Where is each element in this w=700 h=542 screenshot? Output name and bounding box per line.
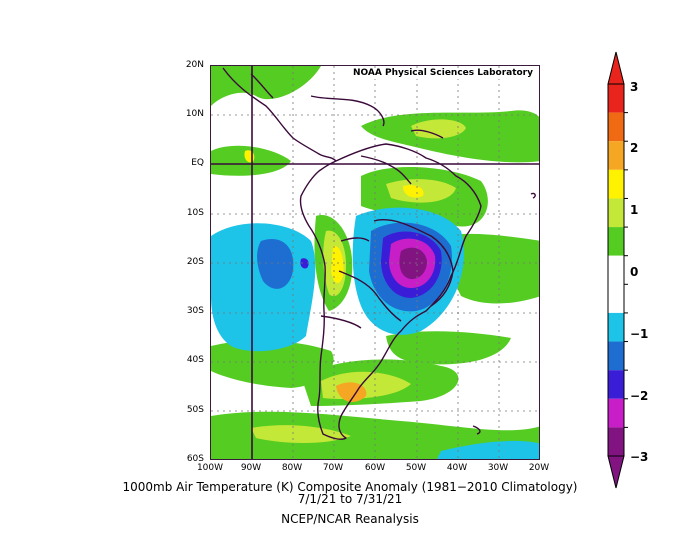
- colorbar: [607, 51, 628, 489]
- colorbar-top-arrow: [607, 51, 625, 85]
- lon-label-40w: 40W: [446, 463, 468, 473]
- colorbar-label-m1: −1: [630, 327, 649, 341]
- lat-label-40s: 40S: [186, 355, 204, 365]
- anomaly-map: [211, 66, 539, 459]
- caption-source: NCEP/NCAR Reanalysis: [281, 512, 419, 526]
- anomaly-region-green-atlantic: [441, 233, 539, 304]
- gridlines: [211, 66, 539, 459]
- lat-label-30s: 30S: [186, 306, 204, 316]
- colorbar-segment: [608, 427, 624, 456]
- anomaly-region-indigo-pacific: [300, 258, 309, 269]
- anomaly-region-yellow-andes: [331, 245, 344, 284]
- lon-label-20w: 20W: [528, 463, 550, 473]
- colorbar-label-1: 1: [630, 203, 639, 217]
- anomaly-region-purple-brazil: [399, 247, 427, 280]
- caption-title: 1000mb Air Temperature (K) Composite Ano…: [122, 480, 578, 494]
- colorbar-label-3: 3: [630, 80, 639, 94]
- colorbar-segment: [608, 398, 624, 428]
- colorbar-segment: [608, 255, 624, 285]
- anomaly-region-green-north: [211, 66, 321, 106]
- colorbar-label-2: 2: [630, 141, 639, 155]
- anomaly-region-green-south-band: [211, 411, 539, 459]
- colorbar-label-m2: −2: [630, 389, 649, 403]
- colorbar-segment: [608, 112, 624, 142]
- lon-label-60w: 60W: [364, 463, 386, 473]
- colorbar-segments: [608, 84, 628, 456]
- anomaly-region-cyan-south: [437, 440, 539, 459]
- caption-dates: 7/1/21 to 7/31/21: [297, 492, 403, 506]
- lat-label-10n: 10N: [185, 109, 204, 119]
- colorbar-label-0: 0: [630, 265, 639, 279]
- colorbar-segment: [608, 284, 624, 313]
- lat-label-20n: 20N: [185, 60, 204, 70]
- lat-label-10s: 10S: [186, 208, 204, 218]
- colorbar-label-m3: −3: [630, 450, 649, 464]
- colorbar-bottom-arrow: [607, 455, 625, 489]
- map-panel: NOAA Physical Sciences Laboratory: [210, 65, 540, 460]
- credit-label: NOAA Physical Sciences Laboratory: [350, 68, 535, 79]
- lat-label-20s: 20S: [186, 257, 204, 267]
- anomaly-region-lightgreen-caribbean: [411, 119, 466, 139]
- colorbar-segment: [608, 227, 624, 256]
- colorbar-segment: [608, 312, 624, 342]
- lon-label-90w: 90W: [240, 463, 262, 473]
- lon-label-30w: 30W: [487, 463, 509, 473]
- lat-label-50s: 50S: [186, 405, 204, 415]
- lon-label-80w: 80W: [281, 463, 303, 473]
- colorbar-segment: [608, 198, 624, 228]
- colorbar-segment: [608, 84, 624, 113]
- anomaly-region-green-south-atlantic: [386, 331, 511, 365]
- lat-label-eq: EQ: [191, 158, 204, 168]
- colorbar-segment: [608, 370, 624, 399]
- colorbar-frame: [607, 83, 625, 457]
- anomaly-region-blue-pacific: [257, 239, 294, 289]
- colorbar-segment: [608, 141, 624, 170]
- anomaly-region-yellow-amazon: [403, 185, 424, 198]
- anomaly-region-lightgreen-south: [251, 425, 351, 443]
- coastlines: [222, 67, 536, 440]
- colorbar-segment: [608, 341, 624, 371]
- lon-label-100w: 100W: [196, 463, 224, 473]
- colorbar-segment: [608, 169, 624, 199]
- lon-label-50w: 50W: [405, 463, 427, 473]
- lat-label-60s: 60S: [186, 454, 204, 464]
- lon-label-70w: 70W: [322, 463, 344, 473]
